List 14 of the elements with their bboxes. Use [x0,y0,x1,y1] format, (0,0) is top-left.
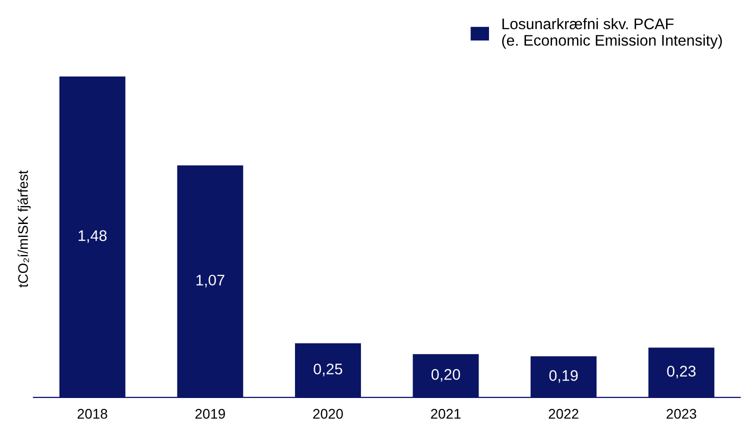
x-tick-label: 2023 [666,408,696,419]
data-label: 1,48 [78,230,107,243]
x-tick-label: 2019 [195,408,225,419]
data-label: 0,23 [667,366,696,378]
data-label: 0,20 [432,369,460,382]
x-tick-label: 2021 [431,408,461,419]
legend-label: Losunarkræfni skv. PCAF (e. Economic Emission Intensity) [502,18,722,49]
data-label: 0,19 [549,370,578,383]
x-tick-label: 2022 [548,408,578,419]
data-label: 1,07 [196,274,224,288]
x-tick-label: 2018 [78,408,108,419]
data-label: 0,25 [314,364,342,376]
y-axis-title: tCO₂í/mISK fjárfest [18,170,31,288]
x-tick-label: 2020 [313,408,343,419]
